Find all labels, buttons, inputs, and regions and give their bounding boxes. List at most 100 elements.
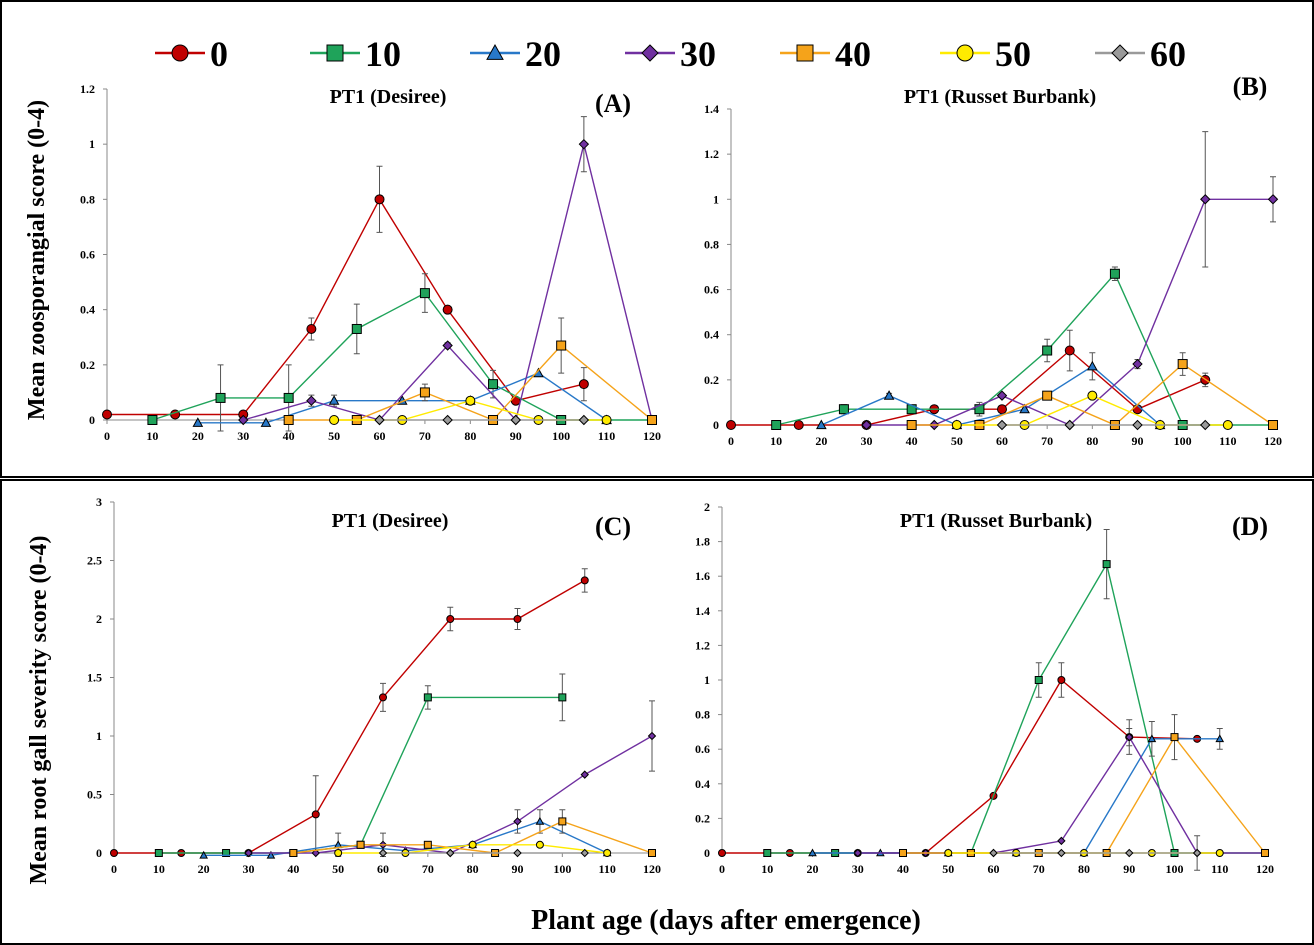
panel-title-c: PT1 (Desiree) — [332, 510, 449, 532]
x-tick-label-a: 50 — [328, 429, 340, 443]
series-line-20 — [821, 365, 1161, 426]
series-line-0 — [722, 678, 1198, 854]
data-point — [311, 848, 320, 858]
series-10-b — [771, 266, 1278, 430]
data-point — [718, 849, 726, 857]
panel-b: 0 10 20 30 40 50 60 70 80 90 100 110 120 0 0.2 0.4 0.6 0.… — [704, 72, 1282, 448]
x-tick-label-a: 100 — [552, 429, 570, 443]
data-point — [578, 138, 590, 150]
data-point — [580, 848, 589, 858]
data-point — [906, 420, 917, 430]
data-point — [1057, 848, 1066, 858]
y-tick-label-a: 0.2 — [80, 358, 95, 372]
x-tick-label-d: 0 — [719, 862, 725, 876]
data-point — [1125, 848, 1134, 858]
series-line-10 — [767, 562, 1265, 854]
data-point — [1222, 420, 1233, 430]
x-tick-label-d: 80 — [1078, 862, 1090, 876]
data-point — [1192, 848, 1202, 858]
series-60-c — [378, 848, 589, 858]
x-axis-title: Plant age (days after emergence) — [531, 905, 921, 936]
legend-label-50: 50 — [995, 34, 1031, 74]
legend-label-30: 30 — [680, 34, 716, 74]
series-30-b — [861, 131, 1279, 431]
data-point — [647, 415, 657, 425]
y-tick-label-b: 0.8 — [704, 237, 719, 251]
data-point — [1064, 419, 1075, 431]
x-tick-label-b: 40 — [906, 434, 918, 448]
data-point — [1268, 420, 1278, 430]
data-point — [1102, 560, 1111, 569]
data-point — [1109, 268, 1120, 279]
data-point — [815, 419, 827, 430]
series-20-b — [815, 352, 1166, 430]
x-tick-label-c: 110 — [598, 862, 615, 876]
panel-title-d: PT1 (Russet Burbank) — [900, 510, 1092, 532]
data-point — [1215, 849, 1224, 857]
data-point — [260, 417, 272, 427]
bottom-frame — [0, 479, 1314, 945]
x-tick-label-b: 80 — [1086, 434, 1098, 448]
x-tick-label-b: 30 — [861, 434, 873, 448]
x-tick-label-b: 50 — [951, 434, 963, 448]
legend-label-60: 60 — [1150, 34, 1186, 74]
data-point — [647, 731, 657, 741]
data-point — [283, 392, 294, 403]
data-point — [808, 848, 817, 857]
x-tick-label-d: 100 — [1166, 862, 1184, 876]
x-tick-label-d: 120 — [1256, 862, 1274, 876]
legend-marker-50 — [956, 44, 974, 62]
data-point — [199, 850, 209, 859]
data-point — [1086, 360, 1098, 371]
data-point — [238, 414, 249, 426]
data-point — [1034, 676, 1043, 684]
panel-c: 0 10 20 30 40 50 60 70 80 90 100 110 120 0 0.5 1 1.5 2 2.5… — [87, 495, 661, 876]
data-point — [1019, 403, 1030, 414]
y-tick-label-c: 2 — [96, 612, 102, 626]
x-tick-label-b: 70 — [1041, 434, 1053, 448]
legend-label-10: 10 — [365, 34, 401, 74]
series-line-30 — [243, 144, 653, 422]
x-tick-label-a: 80 — [464, 429, 476, 443]
data-point — [513, 817, 522, 826]
data-point — [861, 419, 872, 431]
y-tick-label-a: 0 — [89, 413, 95, 427]
legend-label-0: 0 — [210, 34, 228, 74]
data-point — [306, 323, 317, 334]
y-tick-label-d: 1.4 — [695, 604, 710, 618]
data-point — [556, 340, 567, 351]
panel-title-b: PT1 (Russet Burbank) — [904, 86, 1096, 108]
series-line-40 — [293, 820, 653, 854]
y-tick-label-b: 0.2 — [704, 373, 719, 387]
x-tick-label-b: 10 — [770, 434, 782, 448]
series-60-a — [374, 414, 590, 426]
data-point — [446, 615, 455, 623]
data-point — [488, 379, 499, 390]
data-point — [580, 770, 589, 779]
series-line-10 — [152, 292, 652, 421]
panel-title-a: PT1 (Desiree) — [330, 86, 447, 108]
y-tick-label-b: 1.4 — [704, 102, 719, 116]
x-tick-label-b: 110 — [1219, 434, 1236, 448]
data-point — [996, 419, 1008, 431]
x-tick-label-c: 40 — [287, 862, 299, 876]
data-point — [378, 848, 388, 858]
data-point — [423, 693, 432, 702]
data-point — [1215, 734, 1225, 743]
data-point — [510, 414, 521, 426]
x-tick-label-a: 0 — [104, 429, 110, 443]
data-point — [329, 415, 340, 425]
data-point — [974, 404, 985, 415]
x-tick-label-d: 40 — [897, 862, 909, 876]
data-point — [1200, 194, 1211, 205]
data-point — [192, 417, 204, 427]
x-tick-label-b: 0 — [728, 434, 734, 448]
data-point — [1132, 419, 1143, 431]
data-point — [1170, 733, 1179, 742]
data-point — [513, 848, 522, 858]
data-point — [1064, 345, 1075, 356]
series-line-0 — [107, 197, 585, 416]
data-point — [1057, 836, 1066, 846]
data-point — [283, 415, 294, 425]
